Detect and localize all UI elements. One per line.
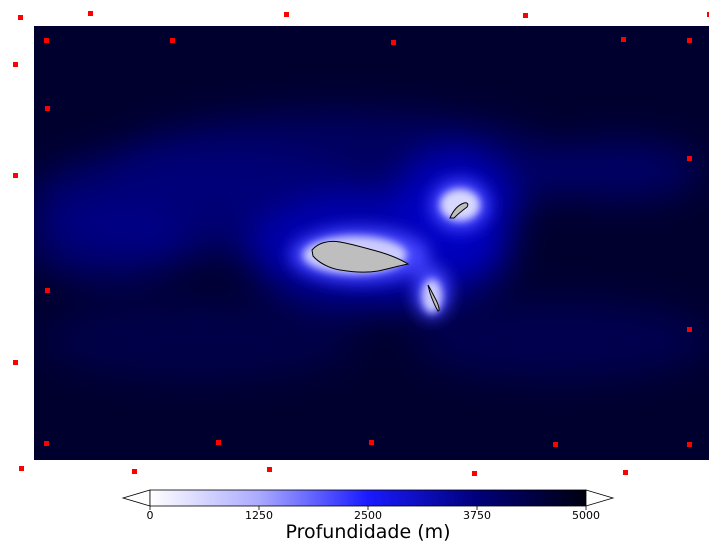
station-marker <box>687 156 692 161</box>
station-marker <box>707 12 709 17</box>
colorbar-tick-label: 1250 <box>245 509 273 522</box>
station-marker <box>284 12 289 17</box>
colorbar-ramp <box>149 489 587 507</box>
station-marker <box>13 62 18 67</box>
colorbar-tick-label: 0 <box>146 509 154 522</box>
colorbar-title: Profundidade (m) <box>285 521 451 543</box>
station-marker <box>216 440 221 445</box>
colorbar-over-arrow <box>585 489 615 507</box>
station-markers <box>13 11 709 476</box>
station-marker <box>45 288 50 293</box>
station-marker <box>553 442 558 447</box>
station-marker <box>44 38 49 43</box>
depth-field <box>34 26 709 460</box>
station-marker <box>132 469 137 474</box>
station-marker <box>170 38 175 43</box>
station-marker <box>13 173 18 178</box>
station-marker <box>88 11 93 16</box>
station-marker <box>687 38 692 43</box>
colorbar-tick-label: 3750 <box>463 509 491 522</box>
station-marker <box>13 360 18 365</box>
station-marker <box>19 466 24 471</box>
station-marker <box>45 106 50 111</box>
desertas-islands <box>427 284 440 312</box>
station-marker <box>369 440 374 445</box>
station-marker <box>687 327 692 332</box>
station-marker <box>18 15 23 20</box>
colorbar-under-arrow <box>121 489 151 507</box>
station-marker <box>472 471 477 476</box>
station-marker <box>687 442 692 447</box>
colorbar <box>121 489 615 510</box>
porto-santo-island <box>449 202 469 219</box>
station-marker <box>623 470 628 475</box>
madeira-island <box>311 240 410 273</box>
station-marker <box>621 37 626 42</box>
station-marker <box>523 13 528 18</box>
station-marker <box>267 467 272 472</box>
colorbar-tick-label: 2500 <box>354 509 382 522</box>
station-marker <box>391 40 396 45</box>
colorbar-tick-label: 5000 <box>572 509 600 522</box>
station-marker <box>44 441 49 446</box>
